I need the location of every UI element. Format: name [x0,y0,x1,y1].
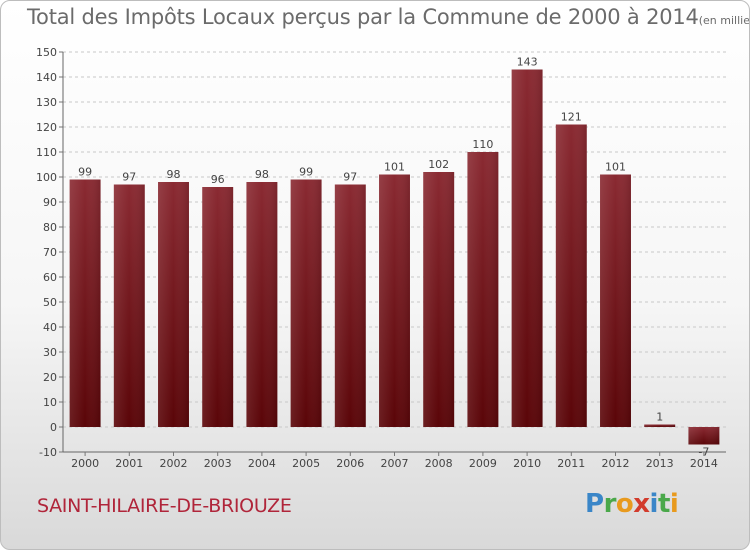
chart-title: Total des Impôts Locaux perçus par la Co… [27,5,750,29]
y-tick-label: 40 [43,321,57,334]
y-tick-label: 100 [36,171,57,184]
proxiti-logo[interactable]: Proxiti [585,489,679,519]
y-tick-label: 70 [43,246,57,259]
value-label: 98 [255,168,269,181]
commune-name: SAINT-HILAIRE-DE-BRIOUZE [37,495,292,517]
logo-letter: r [603,489,617,519]
x-tick-label: 2007 [381,457,409,470]
y-tick-label: 0 [50,421,57,434]
bar-shading [379,174,410,427]
bar-shading [113,184,145,427]
x-tick-labels: 2000 2001 2002 2003 2004 2005 2006 2007 2008 2009… [71,457,718,470]
bar-shading [202,187,234,427]
logo-letter: P [585,489,604,519]
value-label: 121 [561,111,582,124]
logo-letter: o [615,489,634,519]
value-label: 98 [167,168,181,181]
value-label: 99 [299,166,313,179]
y-tick-label: 120 [36,121,57,134]
value-label: 99 [78,166,92,179]
axes [62,52,726,456]
value-label: 101 [384,161,405,174]
value-label: 143 [517,56,538,69]
chart-title-text: Total des Impôts Locaux perçus par la Co… [27,5,699,29]
x-tick-label: 2008 [425,457,453,470]
y-tick-label: 30 [43,346,57,359]
x-tick-label: 2001 [115,457,143,470]
y-tick-label: 110 [36,146,57,159]
chart-unit: (en milliers d'€) [698,14,750,27]
x-tick-label: 2009 [469,457,497,470]
bar-shading [555,124,587,427]
y-tick-label: 50 [43,296,57,309]
value-label: 102 [428,158,449,171]
bar-shading [688,427,720,445]
x-tick-label: 2011 [557,457,585,470]
value-label: 97 [343,171,357,184]
x-tick-label: 2002 [160,457,188,470]
bar-shading [158,182,189,427]
x-tick-label: 2000 [71,457,99,470]
y-tick-label: 150 [36,46,57,59]
y-tick-labels: -10 0 10 20 30 40 50 60 70 80 90 100 110 120 130 140 150 [36,46,57,459]
value-label: 96 [211,173,225,186]
bar-shading [511,69,543,427]
y-tick-label: 90 [43,196,57,209]
y-tick-label: 20 [43,371,57,384]
x-tick-label: 2005 [292,457,320,470]
value-label: 1 [656,411,663,424]
x-tick-label: 2014 [690,457,718,470]
y-tick-label: -10 [39,446,57,459]
logo-letter: i [669,489,679,519]
x-tick-label: 2010 [513,457,541,470]
logo-letter: i [649,489,659,519]
bar-shading [644,424,676,427]
value-labels: 99 97 98 96 98 99 97 101 102 110 143 121 101 1 -7 [78,56,709,459]
bar-shading [334,184,366,427]
bar-shading [600,174,631,427]
value-label: 110 [472,138,493,151]
x-tick-label: 2013 [646,457,674,470]
bar-shading [290,179,322,427]
bar-shading [423,172,455,427]
bar-shading [246,182,278,427]
y-tick-label: 60 [43,271,57,284]
logo-letter: t [657,489,670,519]
bar-shading [467,152,499,427]
y-tick-label: 80 [43,221,57,234]
bar-shading [69,179,101,427]
value-label: 101 [605,161,626,174]
y-tick-label: 140 [36,71,57,84]
x-tick-label: 2003 [204,457,232,470]
bars [69,69,720,445]
logo-letter: x [633,489,650,519]
x-tick-label: 2012 [602,457,630,470]
value-label: -7 [698,446,709,459]
x-tick-label: 2006 [336,457,364,470]
x-tick-label: 2004 [248,457,276,470]
y-tick-label: 130 [36,96,57,109]
y-tick-label: 10 [43,396,57,409]
value-label: 97 [122,171,136,184]
